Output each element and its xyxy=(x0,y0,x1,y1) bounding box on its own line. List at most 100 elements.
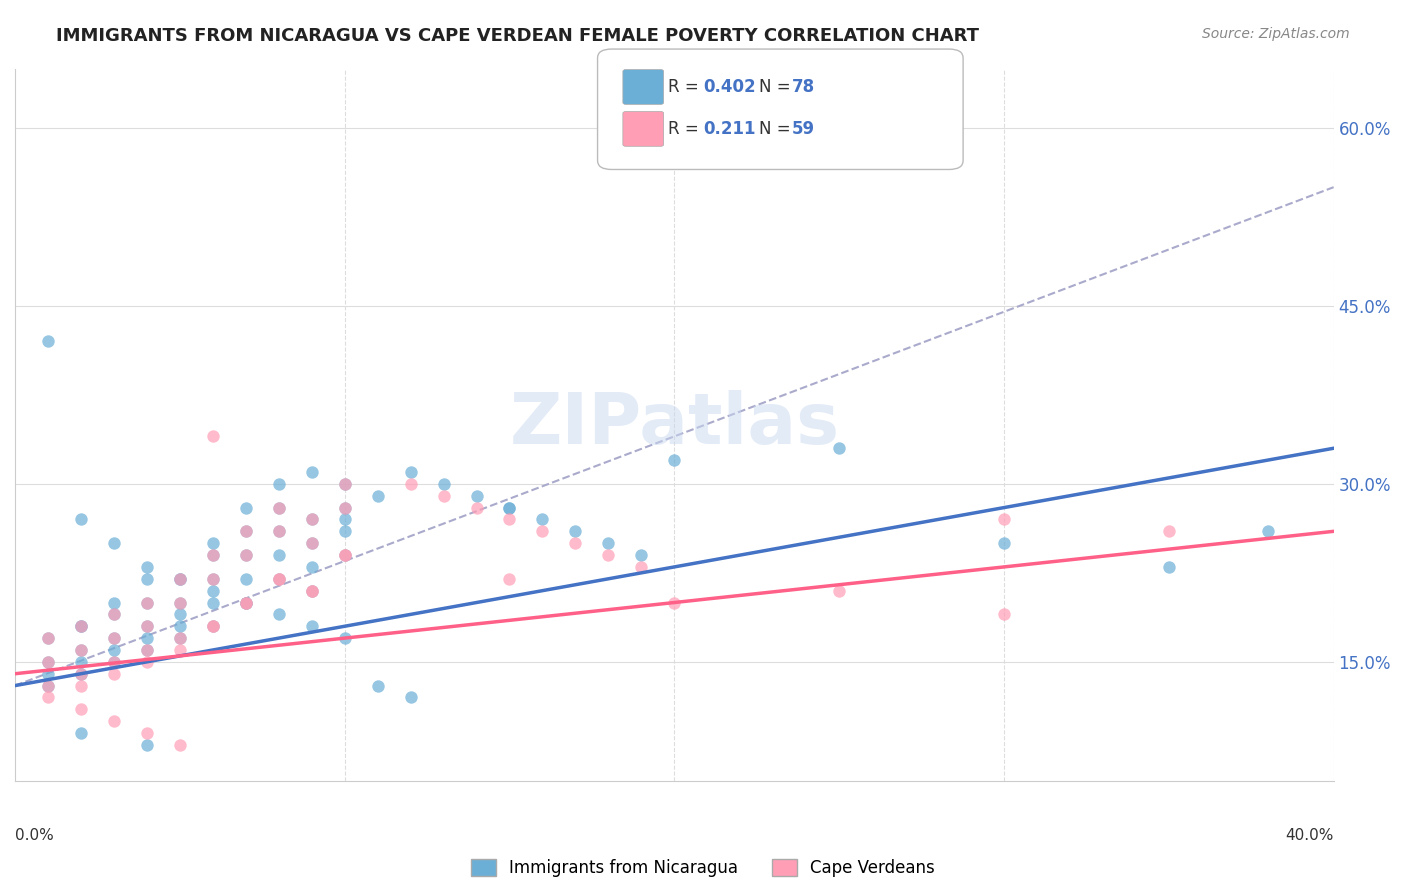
Text: ZIPatlas: ZIPatlas xyxy=(509,390,839,459)
Point xyxy=(333,500,356,515)
Point xyxy=(333,500,356,515)
Point xyxy=(598,536,620,550)
Point xyxy=(333,476,356,491)
Point xyxy=(135,619,157,633)
Point xyxy=(531,524,554,539)
Point xyxy=(498,500,520,515)
Point xyxy=(598,548,620,562)
Point xyxy=(103,536,125,550)
Point xyxy=(135,726,157,740)
Point xyxy=(201,548,224,562)
Point xyxy=(103,595,125,609)
Point xyxy=(37,655,59,669)
Point xyxy=(201,619,224,633)
Point xyxy=(333,476,356,491)
Point xyxy=(301,512,323,526)
Point xyxy=(564,536,586,550)
Point xyxy=(135,560,157,574)
Point xyxy=(498,572,520,586)
Point xyxy=(37,631,59,645)
Text: IMMIGRANTS FROM NICARAGUA VS CAPE VERDEAN FEMALE POVERTY CORRELATION CHART: IMMIGRANTS FROM NICARAGUA VS CAPE VERDEA… xyxy=(56,27,979,45)
Point xyxy=(135,619,157,633)
Point xyxy=(169,619,191,633)
Point xyxy=(235,500,257,515)
Point xyxy=(235,548,257,562)
Point xyxy=(135,643,157,657)
Point xyxy=(465,489,488,503)
Point xyxy=(201,583,224,598)
Point xyxy=(993,512,1015,526)
Point xyxy=(169,631,191,645)
Point xyxy=(37,690,59,705)
Point xyxy=(201,619,224,633)
Point xyxy=(37,679,59,693)
Point xyxy=(301,560,323,574)
Point xyxy=(828,442,851,456)
Point xyxy=(630,560,652,574)
Point xyxy=(37,655,59,669)
Point xyxy=(169,572,191,586)
Point xyxy=(235,595,257,609)
Point xyxy=(630,548,652,562)
Point xyxy=(37,666,59,681)
Point xyxy=(432,489,454,503)
Point xyxy=(267,607,290,622)
Point xyxy=(267,476,290,491)
Point xyxy=(135,595,157,609)
Point xyxy=(367,679,389,693)
Point xyxy=(267,524,290,539)
Point xyxy=(169,631,191,645)
Point xyxy=(267,524,290,539)
Text: 78: 78 xyxy=(792,78,814,96)
Point xyxy=(301,583,323,598)
Point xyxy=(333,548,356,562)
Point xyxy=(333,524,356,539)
Point xyxy=(70,702,93,716)
Point xyxy=(333,548,356,562)
Point xyxy=(169,595,191,609)
Point xyxy=(267,572,290,586)
Point xyxy=(103,666,125,681)
Point xyxy=(70,512,93,526)
Point xyxy=(1157,524,1180,539)
Point xyxy=(135,655,157,669)
Point xyxy=(235,524,257,539)
Text: R =: R = xyxy=(668,120,709,138)
Point xyxy=(201,595,224,609)
Point xyxy=(333,631,356,645)
Point xyxy=(235,572,257,586)
Point xyxy=(235,524,257,539)
Point xyxy=(301,536,323,550)
Point xyxy=(267,500,290,515)
Point xyxy=(37,334,59,349)
Point xyxy=(301,583,323,598)
Point xyxy=(399,476,422,491)
Point xyxy=(103,655,125,669)
Point xyxy=(301,465,323,479)
Point xyxy=(664,595,686,609)
Legend: Immigrants from Nicaragua, Cape Verdeans: Immigrants from Nicaragua, Cape Verdeans xyxy=(464,852,942,884)
Point xyxy=(267,572,290,586)
Point xyxy=(70,619,93,633)
Point xyxy=(1157,560,1180,574)
Point xyxy=(301,536,323,550)
Point xyxy=(828,583,851,598)
Point xyxy=(70,666,93,681)
Point xyxy=(135,631,157,645)
Point xyxy=(70,726,93,740)
Point xyxy=(267,500,290,515)
Point xyxy=(103,655,125,669)
Point xyxy=(169,595,191,609)
Point xyxy=(70,643,93,657)
Point xyxy=(201,429,224,443)
Text: 0.211: 0.211 xyxy=(703,120,755,138)
Point xyxy=(169,572,191,586)
Point xyxy=(235,548,257,562)
Point xyxy=(135,643,157,657)
Point xyxy=(201,572,224,586)
Point xyxy=(235,595,257,609)
Point xyxy=(399,465,422,479)
Text: Source: ZipAtlas.com: Source: ZipAtlas.com xyxy=(1202,27,1350,41)
Point xyxy=(235,595,257,609)
Point xyxy=(564,524,586,539)
